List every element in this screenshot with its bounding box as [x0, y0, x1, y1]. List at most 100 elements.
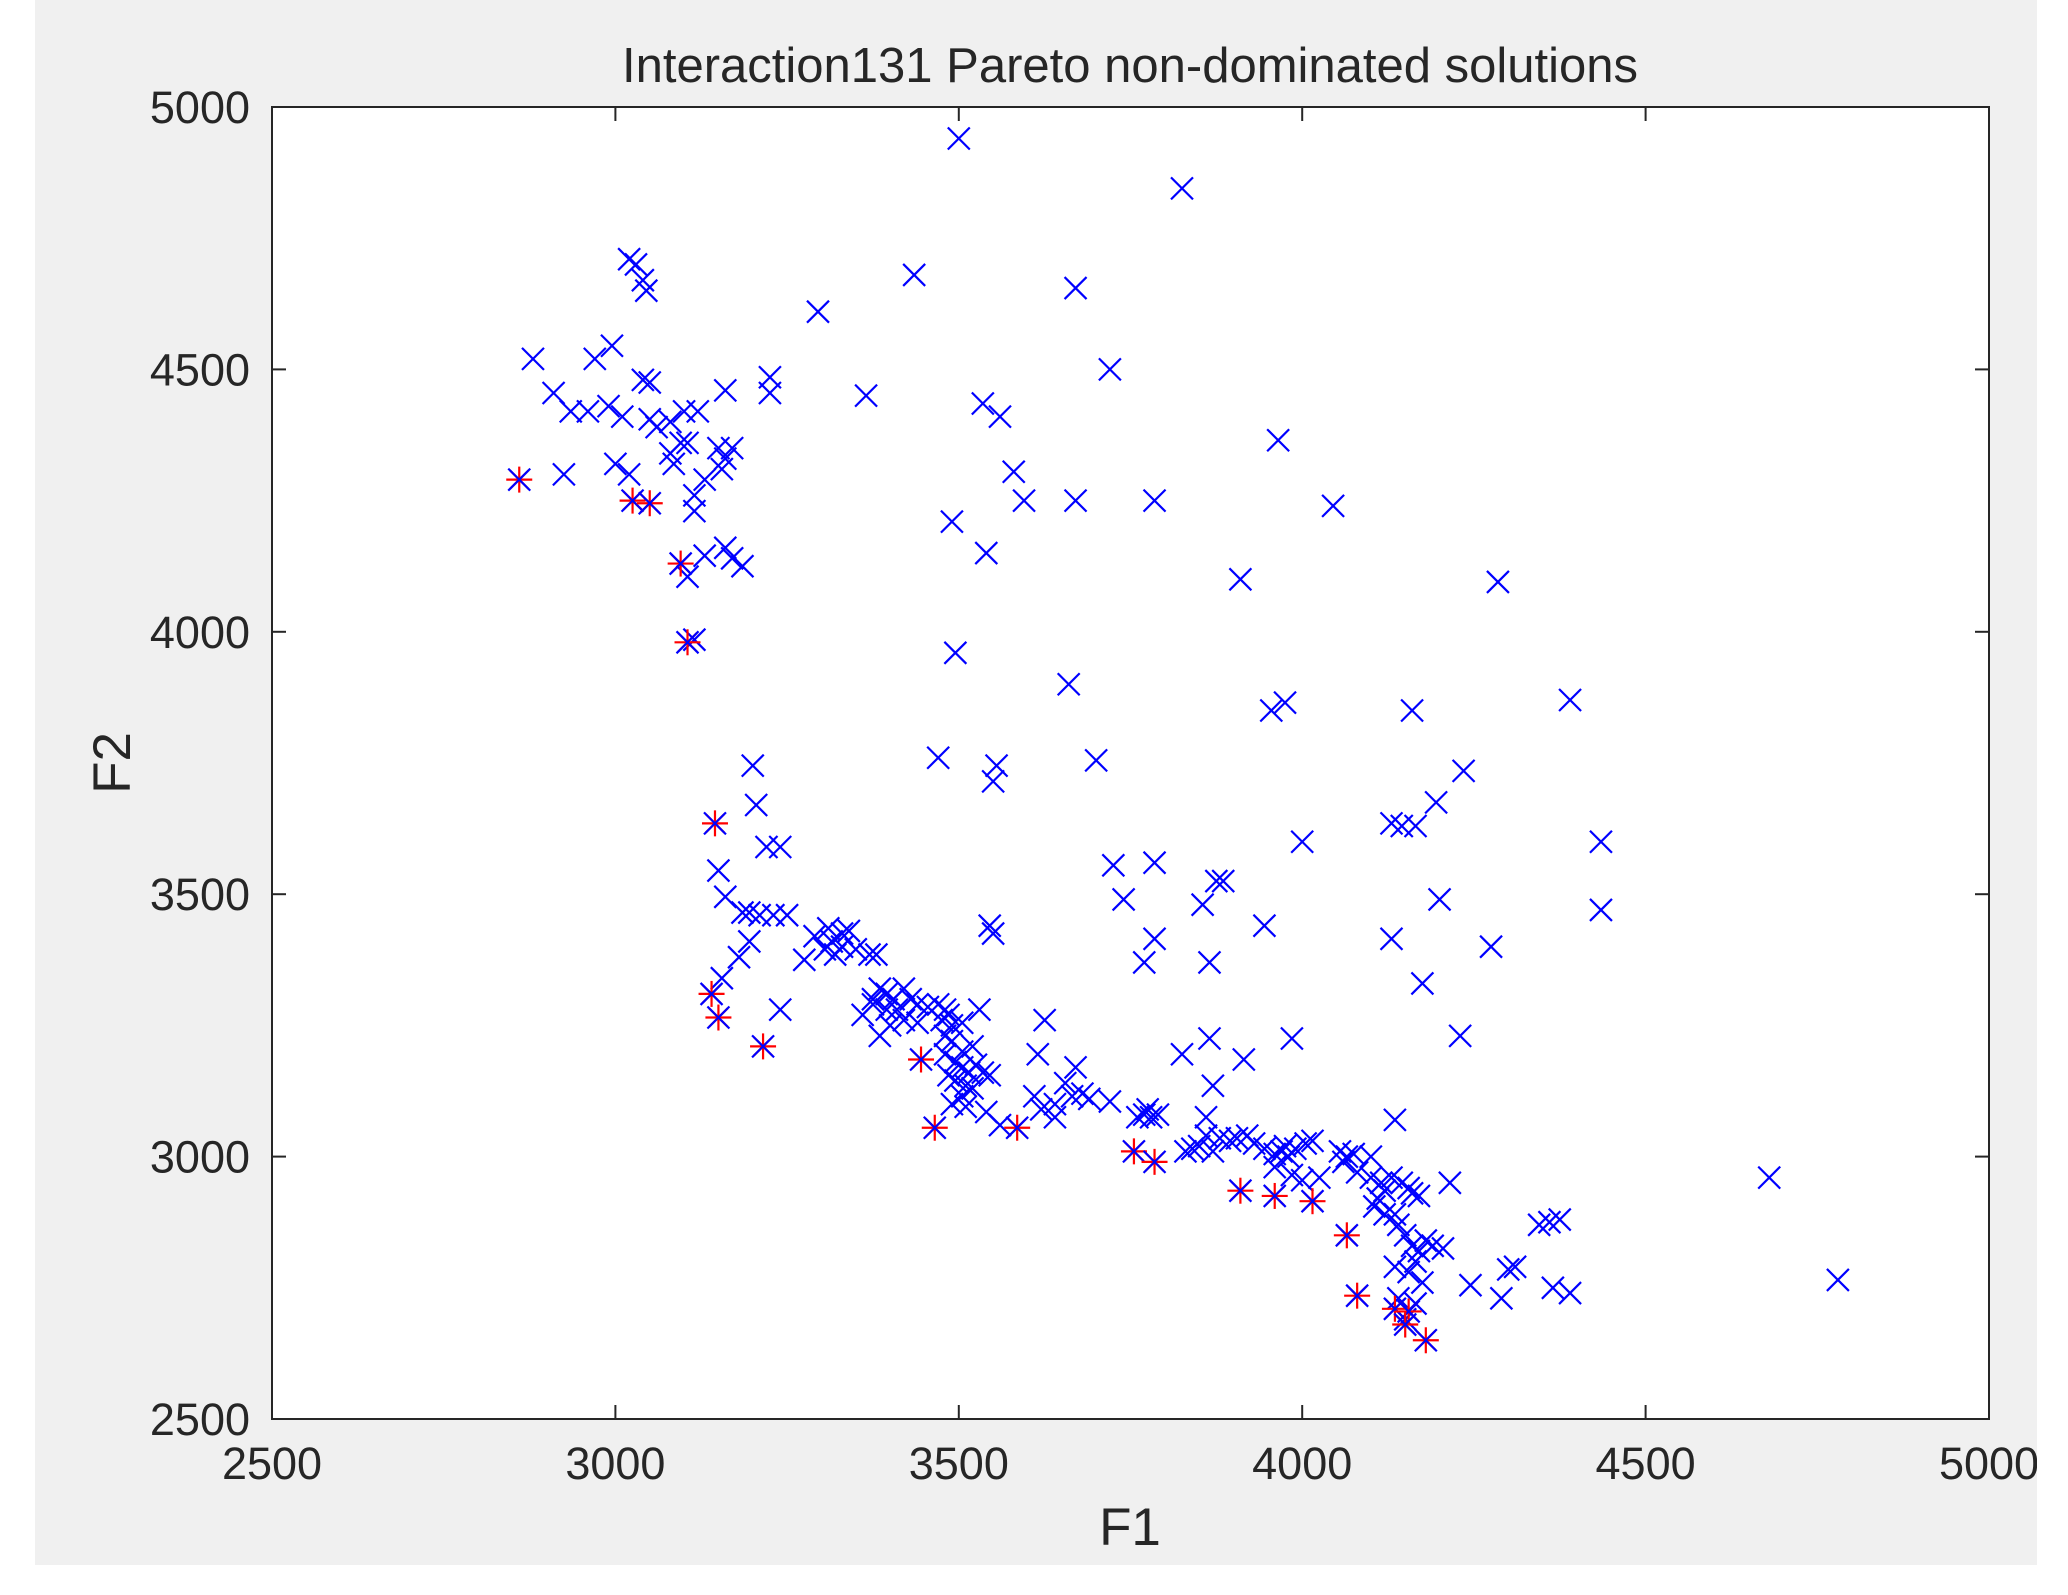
solution-point — [981, 769, 1005, 794]
solution-point — [1204, 869, 1229, 893]
pareto-point — [506, 466, 533, 493]
solution-point — [988, 404, 1012, 429]
solution-point — [868, 976, 892, 1001]
solution-point — [1400, 1234, 1424, 1258]
solution-point — [1273, 1134, 1297, 1158]
solution-point — [1142, 927, 1167, 951]
x-tick-label: 2500 — [222, 1438, 322, 1489]
solution-point — [1424, 790, 1448, 815]
solution-point — [892, 976, 916, 1001]
solution-point — [1589, 898, 1613, 922]
solution-point — [905, 1010, 930, 1035]
solution-point — [1280, 1026, 1304, 1051]
solution-point — [1053, 1071, 1078, 1095]
solution-point — [692, 467, 717, 492]
pareto-point — [619, 487, 646, 514]
pareto-point — [908, 1046, 935, 1073]
solution-point — [1197, 950, 1222, 975]
solution-point — [933, 1042, 957, 1067]
solution-point — [686, 399, 710, 424]
solution-point — [1001, 459, 1026, 484]
pareto-point — [1412, 1327, 1439, 1354]
solution-point — [1393, 1223, 1417, 1248]
solution-point — [768, 835, 793, 859]
solution-point — [730, 554, 755, 578]
solution-point — [1032, 1008, 1057, 1032]
solution-point — [857, 942, 882, 967]
solution-point — [1070, 1081, 1095, 1106]
solution-point — [1173, 1139, 1198, 1164]
solution-point — [1379, 811, 1404, 836]
pareto-point — [921, 1114, 948, 1141]
solution-point — [1541, 1276, 1565, 1300]
solution-point — [1259, 698, 1284, 723]
solution-point — [1414, 1228, 1438, 1253]
solution-point — [1218, 1129, 1242, 1153]
solution-point — [1410, 971, 1435, 996]
solution-point — [1056, 672, 1081, 697]
solution-point — [637, 370, 662, 395]
solution-point — [1826, 1268, 1850, 1292]
solution-point — [802, 924, 827, 948]
solution-point — [977, 1063, 1002, 1088]
solution-point — [1180, 1136, 1205, 1161]
pareto-point — [1395, 1298, 1422, 1325]
solution-point — [943, 641, 968, 665]
solution-point — [1407, 1184, 1431, 1208]
solution-point — [1458, 1273, 1483, 1297]
pareto-point — [1120, 1138, 1147, 1165]
pareto-point — [1333, 1222, 1360, 1249]
solution-point — [710, 457, 734, 481]
x-axis-label: F1 — [1099, 1498, 1161, 1557]
figure-window: Interaction131 Pareto non-dominated solu… — [35, 0, 2037, 1565]
solution-point — [1558, 1281, 1582, 1305]
solution-point — [521, 347, 545, 371]
solution-point — [861, 992, 885, 1017]
solution-point — [1022, 1084, 1047, 1109]
solution-point — [1084, 748, 1108, 773]
pareto-point — [698, 980, 725, 1007]
solution-point — [1383, 1108, 1407, 1132]
solution-point — [1142, 850, 1167, 875]
solution-point — [1503, 1255, 1527, 1279]
pareto-point — [1344, 1282, 1371, 1309]
pareto-point — [1299, 1188, 1326, 1215]
solution-point — [1146, 1102, 1170, 1127]
solution-point — [775, 903, 799, 927]
solution-point — [1379, 927, 1404, 951]
solution-point — [953, 1094, 978, 1119]
solution-point — [1269, 1139, 1294, 1164]
pareto-point — [1227, 1177, 1254, 1204]
solution-point — [905, 992, 930, 1017]
solution-point — [713, 378, 738, 403]
pareto-point — [701, 810, 728, 837]
solution-point — [1063, 488, 1088, 513]
solution-point — [823, 942, 847, 967]
solution-point — [844, 937, 868, 962]
solution-point — [1225, 1126, 1249, 1151]
solution-point — [1489, 1286, 1514, 1311]
solution-point — [720, 436, 744, 460]
y-tick-label: 3500 — [150, 869, 250, 920]
solution-point — [1290, 829, 1314, 854]
solution-point — [1386, 1213, 1411, 1237]
solution-point — [1262, 1155, 1287, 1179]
solution-point — [1043, 1105, 1067, 1130]
solution-point — [1400, 1181, 1424, 1206]
solution-point — [1479, 934, 1503, 959]
y-tick-label: 5000 — [150, 82, 250, 133]
solution-point — [624, 252, 648, 277]
solution-point — [1410, 1270, 1435, 1295]
solution-point — [1201, 1139, 1225, 1164]
solution-point — [984, 753, 1009, 778]
solution-point — [603, 452, 628, 476]
solution-point — [737, 900, 762, 925]
solution-point — [744, 793, 768, 817]
y-tick-label: 4500 — [150, 344, 250, 395]
solution-point — [1252, 913, 1277, 938]
solution-point — [720, 546, 744, 571]
solution-point — [1496, 1257, 1521, 1282]
solution-point — [885, 997, 909, 1022]
solution-point — [940, 1092, 964, 1116]
solution-point — [1321, 494, 1345, 518]
